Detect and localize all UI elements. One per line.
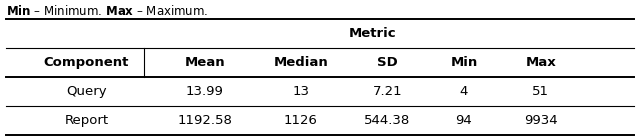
Text: 94: 94 (456, 114, 472, 127)
Text: Component: Component (44, 56, 129, 69)
Text: Metric: Metric (349, 27, 397, 40)
Text: 1126: 1126 (284, 114, 317, 127)
Text: 51: 51 (532, 85, 549, 98)
Text: Min: Min (451, 56, 477, 69)
Text: 7.21: 7.21 (372, 85, 402, 98)
Text: $\bf{Min}$ – Minimum. $\bf{Max}$ – Maximum.: $\bf{Min}$ – Minimum. $\bf{Max}$ – Maxim… (6, 4, 209, 18)
Text: 1192.58: 1192.58 (177, 114, 232, 127)
Text: 9934: 9934 (524, 114, 557, 127)
Text: Max: Max (525, 56, 556, 69)
Text: 13: 13 (292, 85, 309, 98)
Text: 4: 4 (460, 85, 468, 98)
Text: 544.38: 544.38 (364, 114, 410, 127)
Text: Median: Median (273, 56, 328, 69)
Text: SD: SD (377, 56, 397, 69)
Text: Query: Query (66, 85, 107, 98)
Text: Mean: Mean (184, 56, 225, 69)
Text: 13.99: 13.99 (186, 85, 224, 98)
Text: Report: Report (65, 114, 108, 127)
